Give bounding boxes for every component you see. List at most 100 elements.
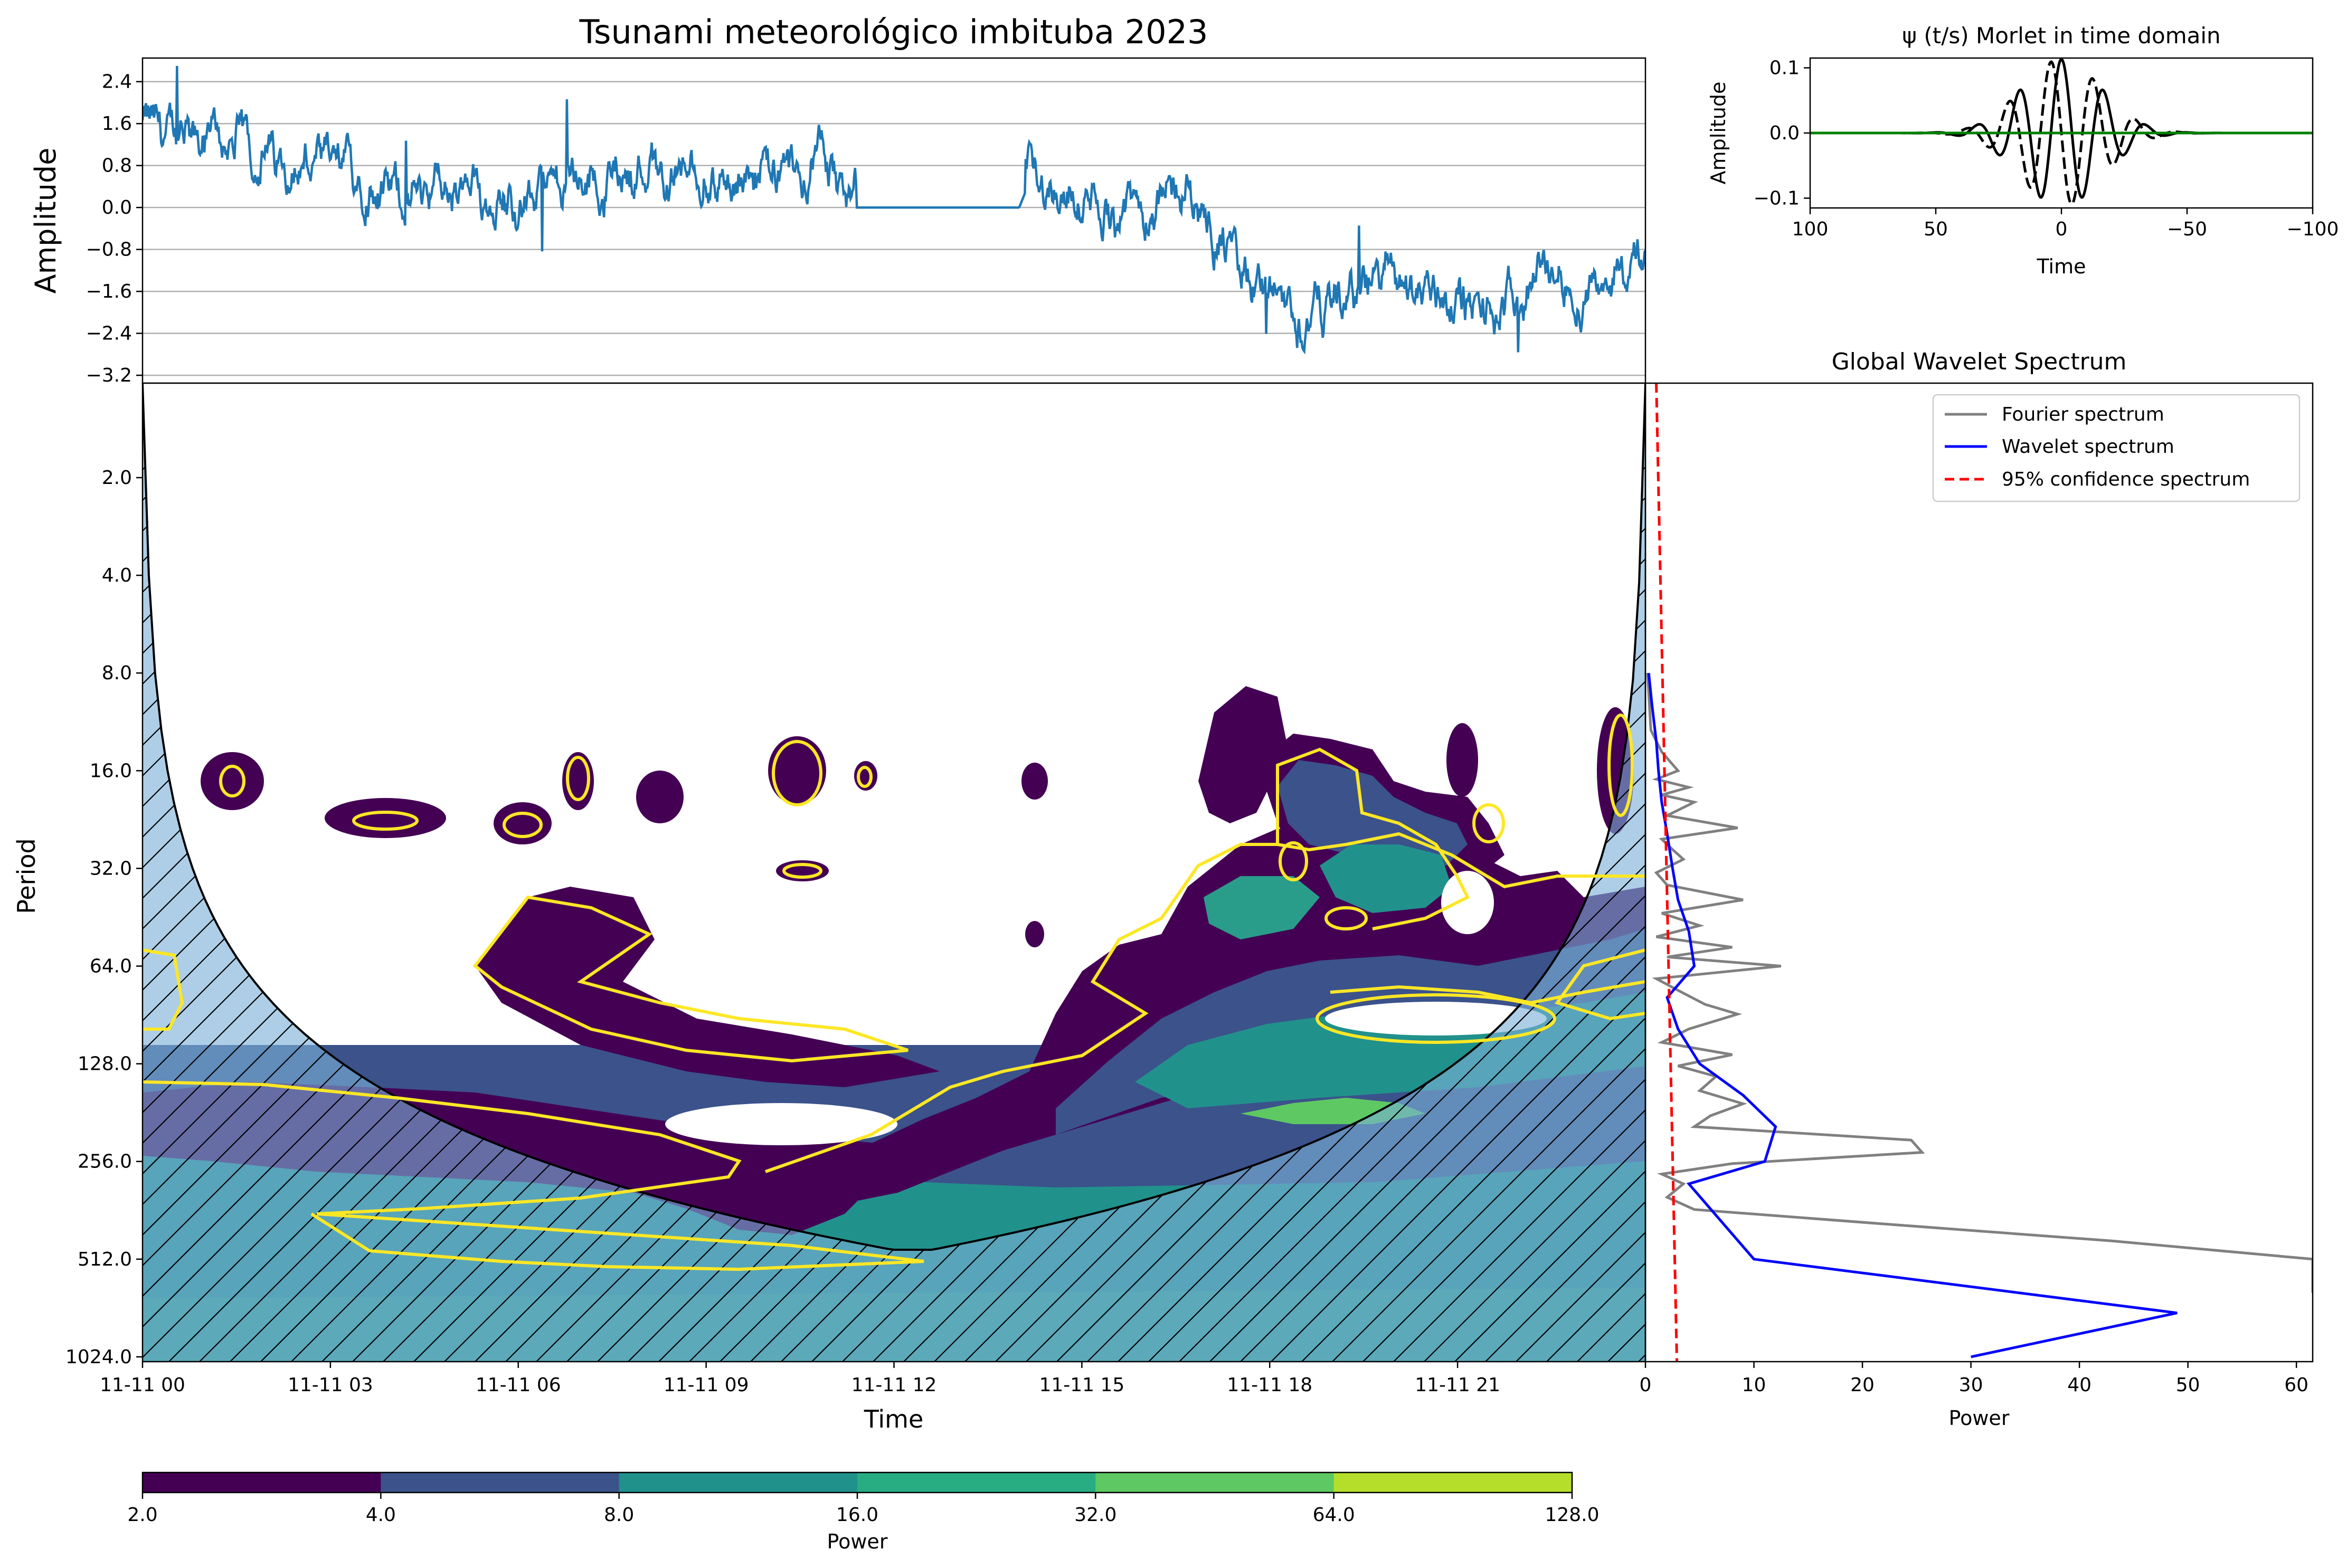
cone-of-influence-hatch [143,383,1645,1362]
heatmap-ytick-label: 4.0 [102,565,132,586]
island-11 [1446,723,1478,797]
colorbar-tick-label: 128.0 [1545,1504,1599,1526]
hole-3 [1441,871,1494,934]
sig-contour-8 [503,812,543,838]
gws-xtick-label: 20 [1850,1374,1875,1396]
timeseries-ytick-label: 2.4 [102,71,132,93]
heatmap-ytick-label: 8.0 [102,662,132,684]
timeseries-line [143,65,1645,355]
colorbar-tick-label: 4.0 [366,1504,396,1526]
morlet-xtick-label: 50 [1924,218,1948,240]
timeseries-gridlines [143,81,1645,376]
sig-contour-13 [1324,906,1368,930]
colorbar-tick-label: 64.0 [1313,1504,1355,1526]
hole-1 [665,1103,897,1145]
timeseries-ytick-label: −0.8 [86,239,132,261]
heatmap-xtick-label: 11-11 09 [664,1374,749,1396]
colorbar-cell [1333,1472,1573,1493]
heatmap-xlabel: Time [864,1405,924,1433]
sig-contour-3 [765,832,1645,1173]
wavelet-power-panel: 2.0 4.0 8.0 16.0 32.0 64.0 128.0 256.0 512.0 1024… [12,382,1646,1433]
colorbar-tick-label: 8.0 [604,1504,634,1526]
sig-contour-12 [782,863,822,879]
legend-box [1932,394,2301,502]
region-level-8-north [1320,844,1452,913]
heatmap-ytick-label: 64.0 [90,956,132,977]
morlet-xtick-label: 100 [1792,218,1829,240]
global-spectrum-panel: Global Wavelet Spectrum 0 10 20 30 40 50 60 Po… [1640,348,2314,1430]
heatmap-ytick-label: 16.0 [90,760,132,782]
gws-xlabel: Power [1949,1407,2010,1430]
colorbar-cell [381,1472,620,1493]
heatmap-xtick-label: 11-11 12 [851,1374,937,1396]
morlet-ytick-label: 0.0 [1769,122,1800,144]
island-1 [201,752,264,810]
island-9 [1021,763,1048,800]
confidence-spectrum-line [1655,383,1679,1362]
colorbar-tick-label: 16.0 [836,1504,878,1526]
fourier-spectrum-line [1646,673,2313,1293]
sig-contour-4 [1276,747,1470,930]
morlet-ytick-label: −0.1 [1754,187,1800,209]
heatmap-xtick-label: 11-11 18 [1227,1374,1312,1396]
heatmap-ytick-label: 32.0 [90,858,132,879]
sig-contour-19 [1555,948,1645,1021]
colorbar-cell [143,1472,381,1493]
sig-contour-16 [1607,714,1634,817]
heatmap-yticks: 2.0 4.0 8.0 16.0 32.0 64.0 128.0 256.0 512.0 1024… [65,467,143,1368]
morlet-ticks: 100 50 0 −50 −100 0.1 0.0 −0.1 [1754,58,2339,240]
cone-of-influence-line [143,383,1645,1251]
heatmap-ylabel: Period [12,838,41,914]
colorbar-ticks: 2.0 4.0 8.0 16.0 32.0 64.0 128.0 [127,1493,1600,1526]
morlet-title: ψ (t/s) Morlet in time domain [1902,23,2220,49]
timeseries-ylabel: Amplitude [29,148,62,294]
morlet-panel: ψ (t/s) Morlet in time domain 100 50 0 −50 −… [1707,23,2339,278]
gws-xtick-label: 30 [1959,1374,1983,1396]
sig-contour-6 [219,765,245,797]
sig-contour-2 [472,895,908,1063]
morlet-xlabel: Time [2037,255,2086,278]
sig-contour-9 [566,756,590,801]
sig-contour-11 [857,766,873,788]
gws-xtick-label: 50 [2176,1374,2200,1396]
colorbar-cell [857,1472,1096,1493]
main-title: Tsunami meteorológico imbituba 2023 [579,13,1208,51]
colorbar-tick-label: 32.0 [1074,1504,1116,1526]
heatmap-xticks: 11-11 00 11-11 03 11-11 06 11-11 09 11-11 12… [100,1362,1500,1396]
sig-contour-1 [143,1080,924,1271]
colorbar-cell [1095,1472,1335,1493]
legend-wavelet-label: Wavelet spectrum [2002,436,2174,458]
heatmap-xtick-label: 11-11 21 [1415,1374,1500,1396]
timeseries-ytick-label: −3.2 [86,365,132,386]
gws-frame [1644,382,2314,1363]
sig-contour-10 [772,740,822,806]
colorbar-cells [143,1472,1573,1493]
heatmap-ytick-label: 2.0 [102,467,132,489]
heatmap-xtick-label: 11-11 00 [100,1374,185,1396]
heatmap-xtick-label: 11-11 06 [476,1374,561,1396]
region-level-4-north [1277,760,1468,866]
heatmap-ytick-label: 128.0 [78,1053,132,1075]
morlet-ylabel: Amplitude [1707,82,1730,185]
region-level-2-arm [475,887,940,1087]
timeseries-ytick-label: −1.6 [86,281,132,302]
island-2 [325,798,446,838]
heatmap-xtick-label: 11-11 03 [288,1374,373,1396]
legend-fourier-label: Fourier spectrum [2002,404,2164,425]
heatmap-ytick-label: 1024.0 [65,1346,132,1368]
gws-title: Global Wavelet Spectrum [1832,348,2127,375]
timeseries-ytick-label: −2.4 [86,323,132,345]
morlet-ytick-label: 0.1 [1769,58,1800,79]
sig-contour-18 [143,948,184,1031]
timeseries-frame [141,57,1646,384]
heatmap-ytick-label: 512.0 [78,1249,132,1270]
gws-xtick-label: 40 [2067,1374,2092,1396]
sig-contour-14 [1279,841,1308,881]
sig-contour-7 [352,811,419,831]
gws-xticks: 0 10 20 30 40 50 60 [1640,1362,2308,1396]
island-5 [636,771,684,823]
timeseries-ytick-label: 0.0 [102,197,132,218]
region-level-16-north [1204,876,1320,939]
significance-contours [143,714,1645,1271]
